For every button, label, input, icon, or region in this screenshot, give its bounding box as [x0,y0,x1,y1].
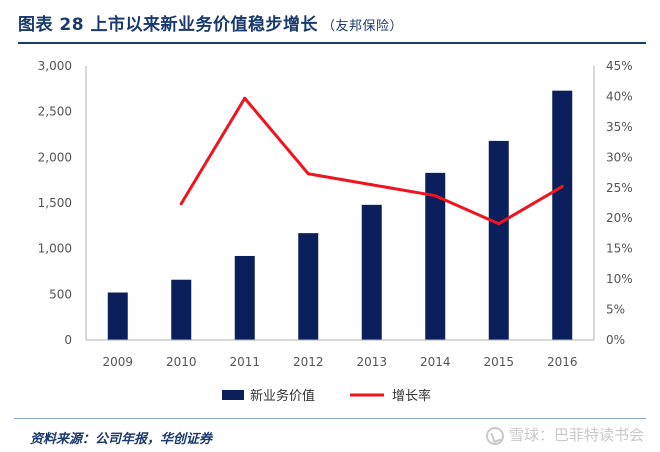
figure-header: 图表 28 上市以来新业务价值稳步增长 （友邦保险） [0,0,660,44]
right-tick-label: 45% [606,59,633,73]
right-tick-label: 15% [606,242,633,256]
line-point [179,202,183,206]
x-tick-label: 2011 [229,355,260,369]
source-note: 资料来源：公司年报，华创证券 [30,432,213,447]
x-tick-label: 2012 [293,355,324,369]
figure-source-tag: （友邦保险） [322,19,404,34]
footer-divider [14,418,646,419]
x-tick-label: 2015 [483,355,514,369]
right-tick-label: 25% [606,181,633,195]
bar-series [107,90,573,340]
right-tick-label: 20% [606,211,633,225]
x-tick-label: 2016 [547,355,578,369]
x-tick-label: 2010 [166,355,197,369]
right-tick-label: 0% [606,333,625,347]
legend: 新业务价值 增长率 [222,388,431,404]
figure-title-text: 图表 28 上市以来新业务价值稳步增长 [18,15,318,35]
bar [488,140,509,340]
watermark: 雪球：巴菲特读书会 [485,424,644,445]
line-point [306,172,310,176]
right-axis: 0% 5% 10% 15% 20% 25% 30% 35% 40% 45% [606,59,633,347]
legend-line-label: 增长率 [392,388,431,404]
left-tick-label: 3,000 [38,59,72,73]
bar [552,90,573,340]
left-tick-label: 500 [49,287,72,301]
right-tick-label: 35% [606,120,633,134]
line-point [560,185,564,189]
left-tick-label: 0 [64,333,72,347]
axis-lines [85,66,595,341]
x-tick-label: 2014 [420,355,451,369]
bar [171,279,192,340]
bar [234,255,255,340]
snowball-logo-icon [485,427,504,445]
bar [361,204,382,340]
right-tick-label: 10% [606,272,633,286]
line-point [370,183,374,187]
right-tick-label: 5% [606,303,625,317]
bar [425,172,446,340]
legend-bar-label: 新业务价值 [250,388,315,404]
combo-chart: 0 500 1,000 1,500 2,000 2,500 3,000 0% 5% 10% 15%… [38,59,633,404]
line-series [179,96,564,226]
left-tick-label: 1,000 [38,242,72,256]
line-point [433,194,437,198]
left-tick-label: 2,500 [38,105,72,119]
line-point [243,96,247,100]
left-axis: 0 500 1,000 1,500 2,000 2,500 3,000 [38,59,72,347]
x-tick-label: 2009 [102,355,133,369]
x-axis: 2009 2010 2011 2012 2013 2014 2015 2016 [102,355,577,369]
watermark-text: 雪球：巴菲特读书会 [508,426,644,444]
right-tick-label: 30% [606,150,633,164]
right-tick-label: 40% [606,89,633,103]
figure-footer: 资料来源：公司年报，华创证券 雪球：巴菲特读书会 [0,410,660,452]
figure-title: 图表 28 上市以来新业务价值稳步增长 （友邦保险） [18,10,403,35]
left-tick-label: 2,000 [38,150,72,164]
legend-bar-swatch [222,390,244,400]
title-divider [18,42,646,44]
line-point [497,222,501,226]
left-tick-label: 1,500 [38,196,72,210]
bar [298,233,319,340]
x-tick-label: 2013 [356,355,387,369]
bar [107,292,128,340]
